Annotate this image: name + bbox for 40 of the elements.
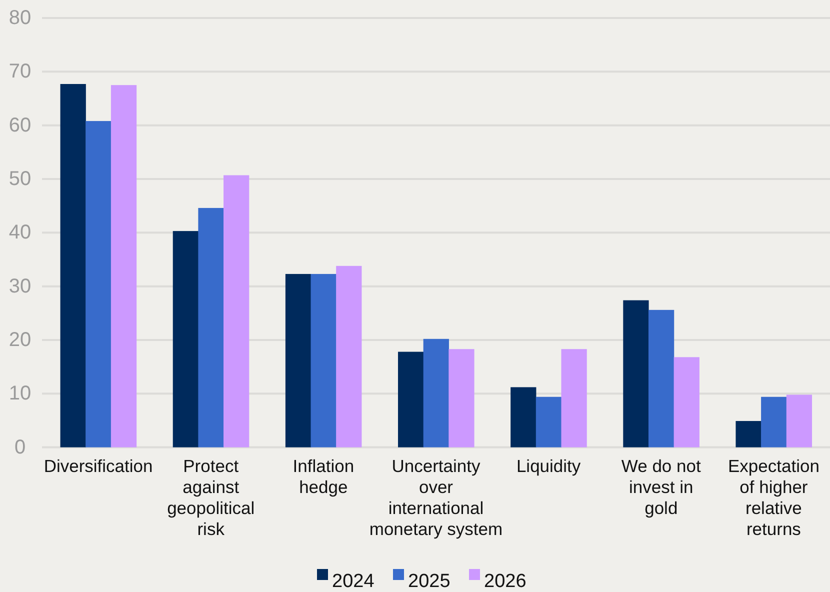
bar [86,121,112,448]
bar [110,85,137,448]
legend-label: 2024 [332,571,375,592]
x-tick-label: Uncertainty over international monetary system [369,456,503,539]
y-tick-label: 0 [14,436,26,458]
x-tick-label: Inflation hedge [292,456,354,497]
x-tick-label: Expectation of higher relative returns [728,456,820,539]
bar [786,394,812,448]
bar [448,349,474,448]
legend-label: 2026 [484,571,526,592]
y-tick-label: 30 [8,275,32,298]
bar [736,421,762,448]
x-tick-label: We do not invest in gold [621,456,702,518]
y-tick-label: 60 [8,114,32,136]
bar [761,396,787,448]
bar [423,338,449,448]
bar [172,231,198,448]
x-tick-label: Diversification [44,456,153,476]
bar [310,274,336,448]
y-tick-label: 50 [8,168,32,190]
bar [536,396,562,448]
y-tick-label: 80 [8,7,32,29]
bar [285,274,312,448]
x-tick-label: Protect against geopolitical risk [167,456,255,539]
x-tick-label: Liquidity [516,456,581,476]
bar [623,300,649,448]
bar [648,310,674,448]
y-tick-label: 70 [8,60,32,83]
bar [224,175,250,448]
bar [198,208,224,448]
bar [561,349,587,448]
bar [398,352,424,448]
y-tick-label: 40 [8,222,32,244]
bar [60,84,86,448]
y-tick-label: 20 [8,328,32,351]
bar [510,387,536,448]
y-tick-label: 10 [8,382,32,405]
legend-label: 2025 [408,571,450,592]
bar [674,357,700,448]
bar [336,266,362,448]
